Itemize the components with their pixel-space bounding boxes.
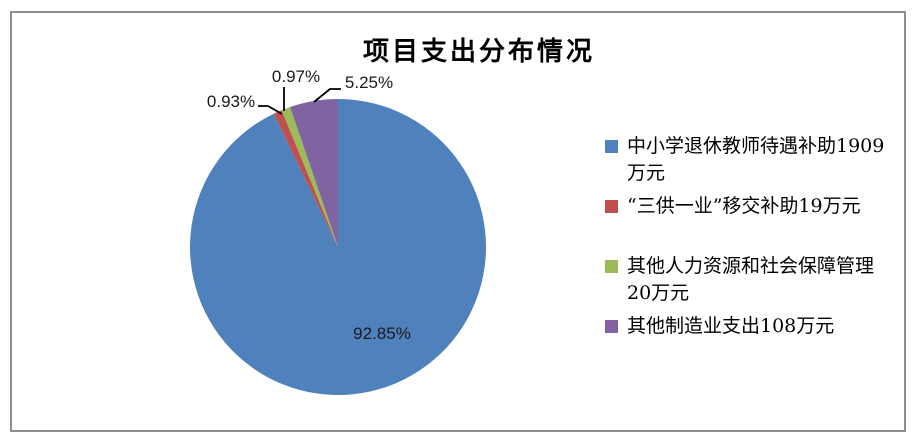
legend-item-3: 其他人力资源和社会保障管理 20万元 <box>605 253 901 313</box>
legend-item-4: 其他制造业支出108万元 <box>605 313 901 373</box>
pie-slice-2 <box>273 110 338 247</box>
legend-label-1: 中小学退休教师待遇补助1909 万元 <box>627 135 885 184</box>
legend-label-4: 其他制造业支出108万元 <box>627 315 835 337</box>
legend-swatch-green-icon <box>605 260 618 273</box>
leader-line-slice-4 <box>313 88 341 103</box>
pct-label-slice-4: 5.25% <box>345 73 393 92</box>
legend-item-2: “三供一业”移交补助19万元 <box>605 193 901 253</box>
legend-label-2: “三供一业”移交补助19万元 <box>627 195 861 217</box>
pie-slice-3 <box>281 107 338 247</box>
pie-slice-1 <box>190 99 487 395</box>
legend-item-1: 中小学退休教师待遇补助1909 万元 <box>605 133 901 193</box>
pie-slices <box>190 99 487 395</box>
legend: 中小学退休教师待遇补助1909 万元 “三供一业”移交补助19万元 其他人力资源… <box>605 133 901 373</box>
pie-slice-4 <box>290 99 338 247</box>
pct-label-slice-1: 92.85% <box>353 324 411 343</box>
pct-label-slice-3: 0.97% <box>272 67 320 86</box>
legend-label-3: 其他人力资源和社会保障管理 20万元 <box>627 255 875 304</box>
legend-swatch-red-icon <box>605 200 618 213</box>
leader-line-slice-2 <box>258 105 283 115</box>
pct-label-slice-2: 0.93% <box>207 92 255 111</box>
legend-swatch-blue-icon <box>605 140 618 153</box>
legend-swatch-purple-icon <box>605 320 618 333</box>
chart-title: 项目支出分布情况 <box>362 37 595 67</box>
